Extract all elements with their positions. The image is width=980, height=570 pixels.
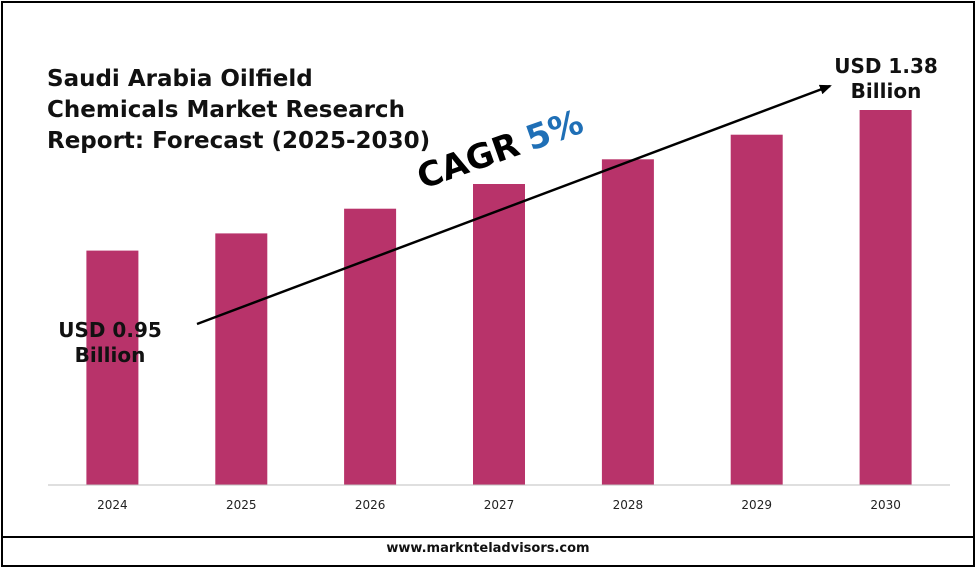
x-tick-label-2026: 2026 [355,498,386,512]
footer-url: www.markntel​advisors.com [386,541,590,556]
chart-title-line-3: Report: Forecast (2025-2030) [47,128,431,154]
bar-2029 [730,134,783,485]
chart-title-line-2: Chemicals Market Research [47,97,405,123]
start-value-unit: Billion [74,343,146,367]
bar-2030 [859,110,912,485]
x-tick-label-2025: 2025 [226,498,257,512]
x-tick-label-2030: 2030 [870,498,901,512]
bar-2024 [86,250,139,485]
x-tick-label-2028: 2028 [613,498,644,512]
chart-title: Saudi Arabia Oilfield Chemicals Market R… [47,64,431,157]
bar-2027 [473,184,525,485]
start-value-callout: USD 0.95 Billion [48,318,172,368]
bar-2026 [344,208,397,485]
x-tick-label-2027: 2027 [484,498,515,512]
bar-2025 [215,233,268,485]
end-value-amount: USD 1.38 [834,54,938,78]
bar-2028 [601,159,654,486]
end-value-unit: Billion [850,79,922,103]
x-tick-label-2024: 2024 [97,498,128,512]
start-value-amount: USD 0.95 [58,318,162,342]
chart-title-line-1: Saudi Arabia Oilfield [47,66,313,92]
end-value-callout: USD 1.38 Billion [824,54,948,104]
footer-divider [2,536,974,538]
x-tick-label-2029: 2029 [741,498,772,512]
cagr-arrow [196,84,832,326]
